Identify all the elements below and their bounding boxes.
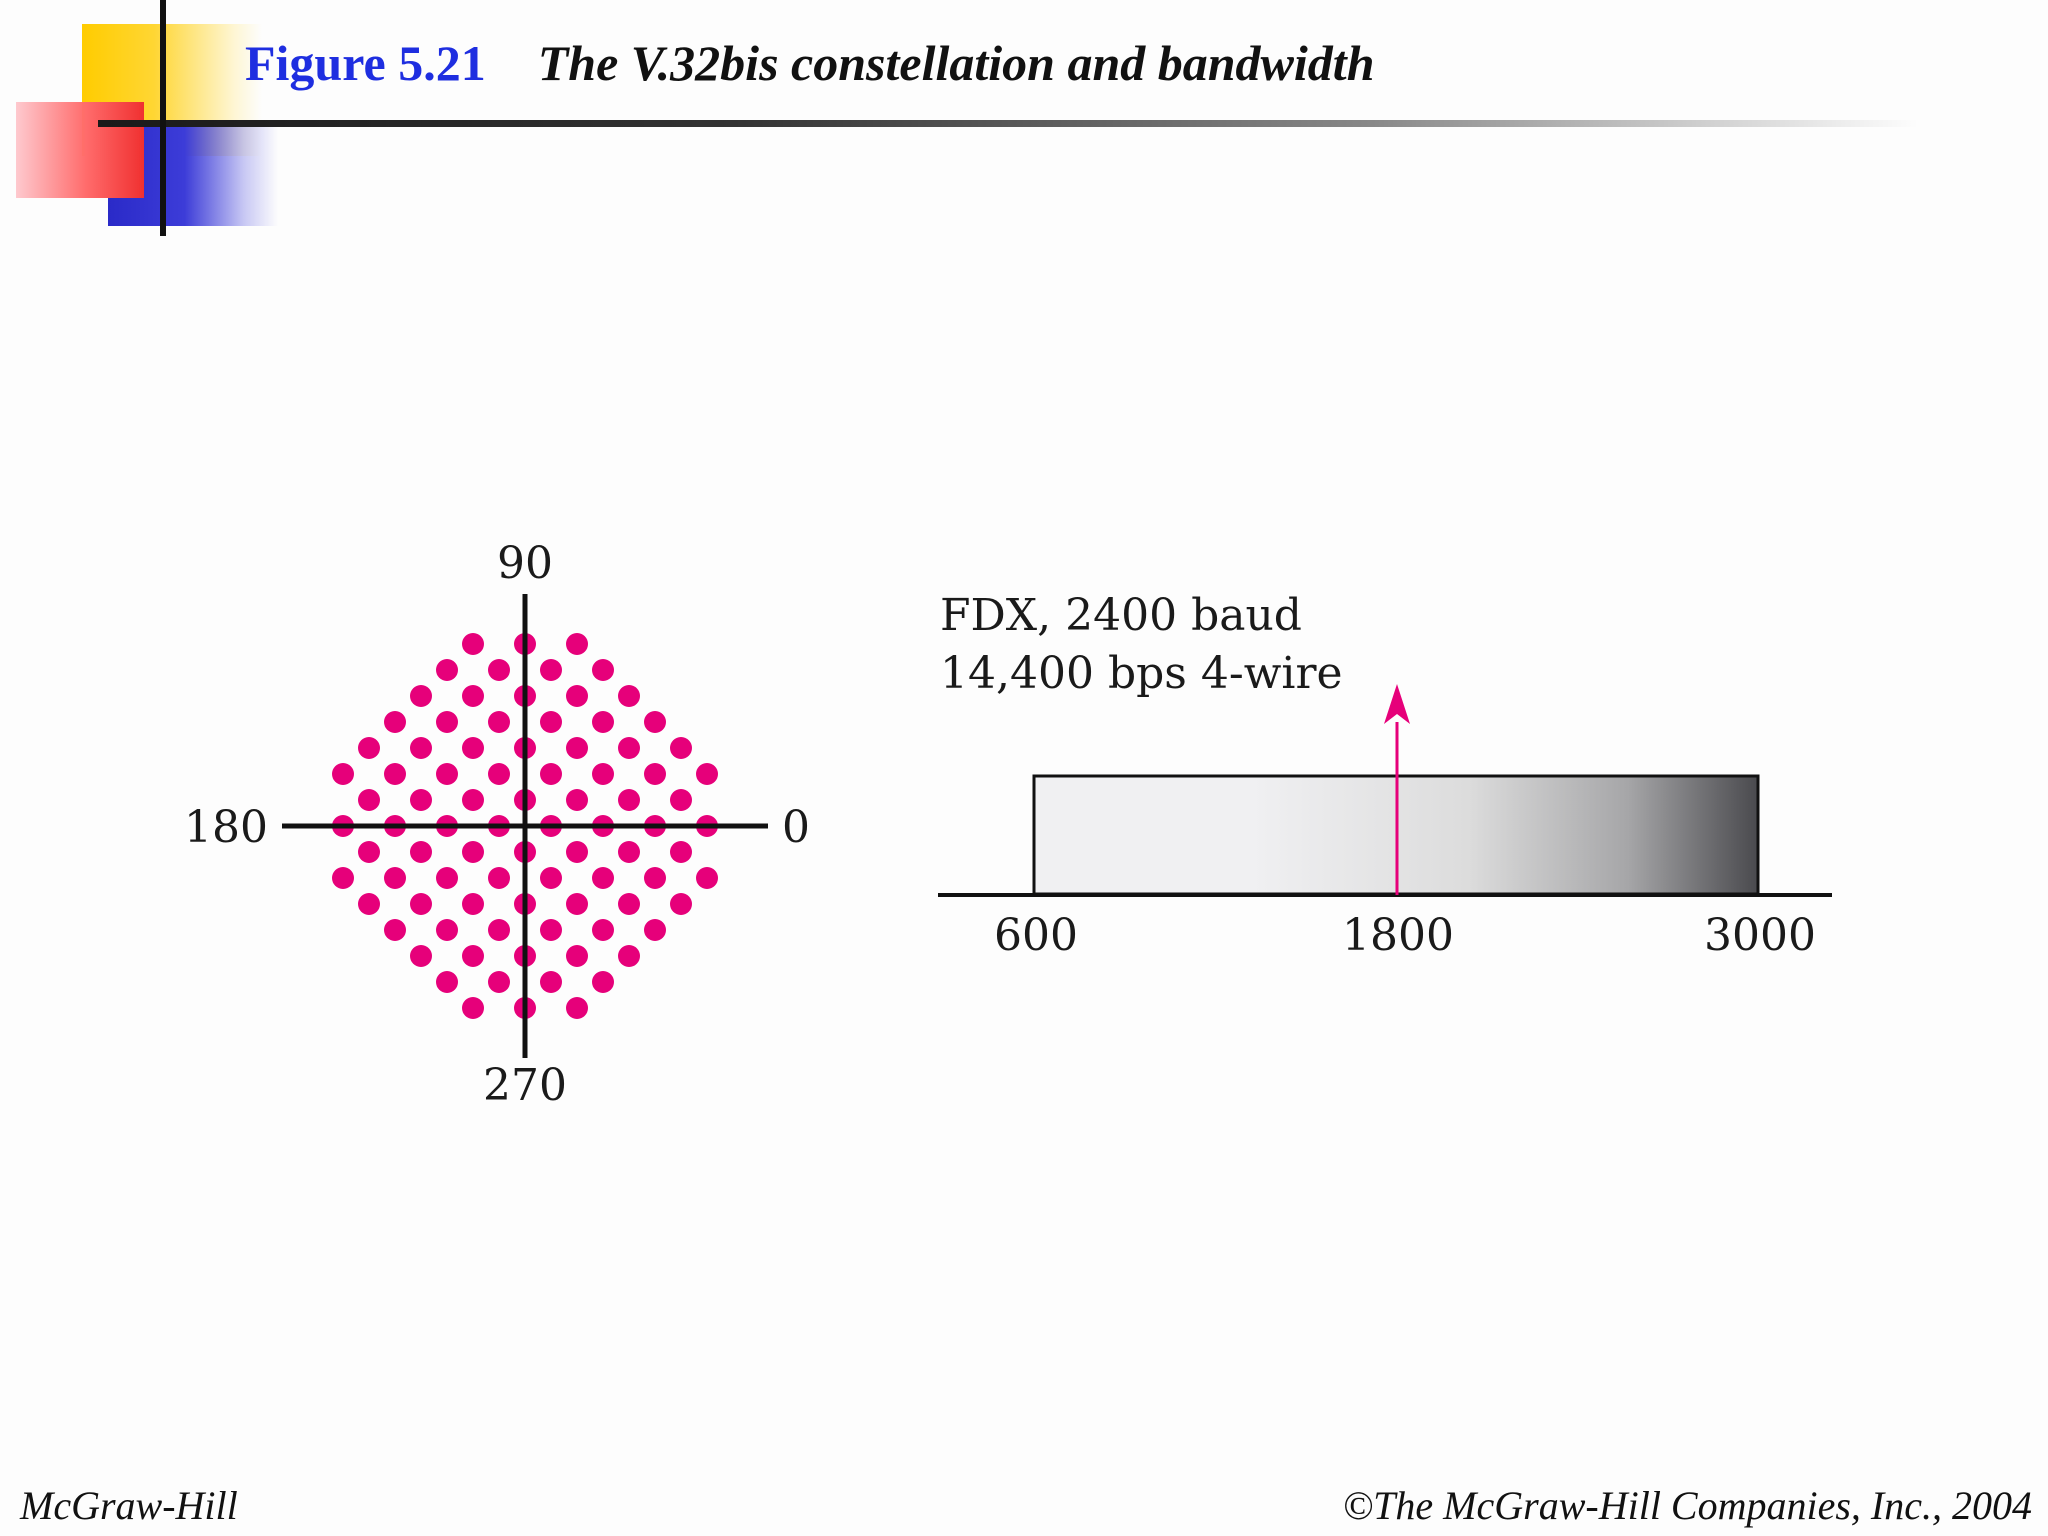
constellation-point	[358, 841, 380, 863]
figure-caption: The V.32bis constellation and bandwidth	[537, 35, 1375, 91]
figure-number: Figure 5.21	[245, 35, 486, 91]
constellation-point	[384, 867, 406, 889]
constellation-point	[488, 763, 510, 785]
constellation-point	[436, 763, 458, 785]
constellation-point	[436, 659, 458, 681]
bandwidth-description-line2: 14,400 bps 4-wire	[940, 648, 1343, 699]
constellation-point	[566, 945, 588, 967]
constellation-point	[488, 867, 510, 889]
constellation-point	[462, 685, 484, 707]
constellation-point	[540, 763, 562, 785]
constellation-point	[488, 971, 510, 993]
title-underline-rule	[98, 120, 1918, 127]
constellation-point	[410, 789, 432, 811]
constellation-point	[618, 789, 640, 811]
carrier-arrow-head-icon	[1384, 684, 1410, 724]
constellation-point	[462, 893, 484, 915]
constellation-point	[462, 789, 484, 811]
constellation-point	[488, 711, 510, 733]
constellation-point	[566, 841, 588, 863]
frequency-tick-3000: 3000	[1704, 910, 1816, 961]
constellation-point	[670, 893, 692, 915]
constellation-point	[566, 633, 588, 655]
constellation-points	[332, 633, 718, 1019]
constellation-point	[592, 919, 614, 941]
constellation-point	[670, 789, 692, 811]
constellation-point	[670, 737, 692, 759]
frequency-tick-1800: 1800	[1342, 910, 1454, 961]
bandwidth-description-line1: FDX, 2400 baud	[940, 590, 1302, 641]
constellation-point	[358, 789, 380, 811]
footer-copyright: ©The McGraw-Hill Companies, Inc., 2004	[1342, 1483, 2032, 1528]
constellation-point	[540, 659, 562, 681]
constellation-point	[410, 945, 432, 967]
constellation-point	[644, 867, 666, 889]
label-0-degrees: 0	[782, 802, 810, 853]
constellation-point	[592, 867, 614, 889]
constellation-point	[540, 711, 562, 733]
constellation-point	[462, 997, 484, 1019]
label-90-degrees: 90	[497, 538, 553, 589]
constellation-point	[410, 841, 432, 863]
constellation-point	[566, 893, 588, 915]
constellation-point	[592, 659, 614, 681]
constellation-point	[358, 893, 380, 915]
constellation-point	[566, 737, 588, 759]
vertical-decoration-bar	[160, 0, 166, 236]
constellation-point	[566, 789, 588, 811]
constellation-point	[436, 867, 458, 889]
constellation-point	[644, 763, 666, 785]
frequency-tick-600: 600	[994, 910, 1078, 961]
constellation-point	[566, 997, 588, 1019]
constellation-point	[644, 919, 666, 941]
constellation-point	[696, 763, 718, 785]
constellation-point	[644, 711, 666, 733]
constellation-point	[436, 711, 458, 733]
constellation-point	[488, 659, 510, 681]
constellation-point	[540, 971, 562, 993]
constellation-point	[618, 841, 640, 863]
constellation-point	[332, 867, 354, 889]
constellation-point	[410, 893, 432, 915]
label-180-degrees: 180	[184, 802, 268, 853]
constellation-point	[462, 737, 484, 759]
constellation-point	[410, 685, 432, 707]
constellation-point	[462, 945, 484, 967]
constellation-point	[358, 737, 380, 759]
constellation-point	[332, 763, 354, 785]
constellation-point	[540, 919, 562, 941]
constellation-point	[410, 737, 432, 759]
constellation-point	[592, 763, 614, 785]
constellation-point	[384, 763, 406, 785]
constellation-point	[384, 711, 406, 733]
footer-publisher: McGraw-Hill	[20, 1483, 238, 1528]
constellation-point	[592, 711, 614, 733]
constellation-point	[436, 919, 458, 941]
slide-title: Figure 5.21 The V.32bis constellation and…	[245, 34, 1375, 92]
constellation-point	[670, 841, 692, 863]
label-270-degrees: 270	[483, 1060, 567, 1111]
constellation-point	[436, 971, 458, 993]
constellation-point	[462, 841, 484, 863]
red-square-decoration	[16, 102, 144, 198]
constellation-point	[566, 685, 588, 707]
constellation-point	[696, 867, 718, 889]
constellation-point	[462, 633, 484, 655]
constellation-point	[488, 919, 510, 941]
constellation-point	[618, 685, 640, 707]
constellation-point	[384, 919, 406, 941]
constellation-point	[618, 945, 640, 967]
constellation-point	[618, 737, 640, 759]
constellation-point	[540, 867, 562, 889]
constellation-point	[618, 893, 640, 915]
constellation-point	[592, 971, 614, 993]
